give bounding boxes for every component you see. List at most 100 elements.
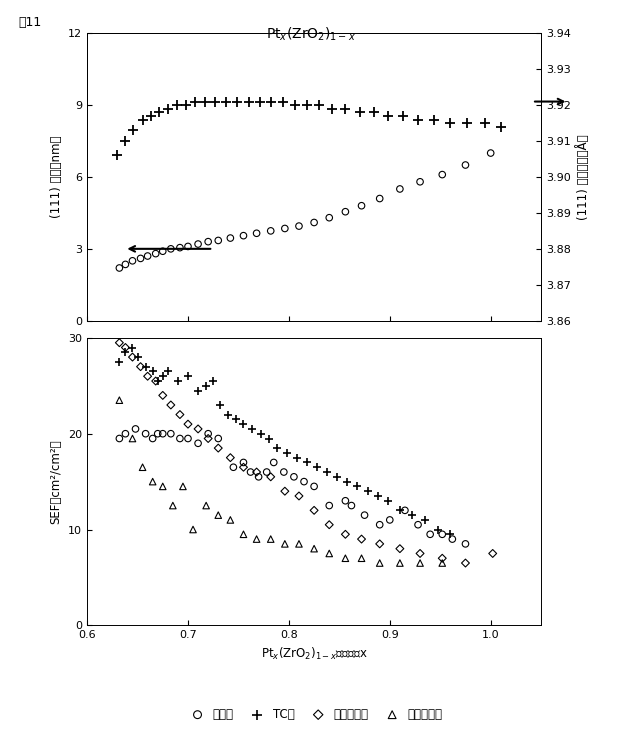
TC後 (215, 399, 225, 411)
耗性試験前 (225, 451, 235, 463)
Point (383, 110, 392, 122)
初期値 (299, 476, 309, 488)
Point (445, 117, 455, 129)
Point (278, 95, 288, 107)
耗性試験後 (168, 500, 178, 511)
TC後 (121, 346, 131, 358)
耗性試験前 (175, 408, 185, 420)
Text: 図11: 図11 (19, 16, 42, 30)
Point (460, 159, 470, 171)
Y-axis label: SEF（cm²/cm²）: SEF（cm²/cm²） (50, 440, 63, 524)
Point (309, 217, 319, 229)
Point (200, 95, 210, 107)
初期値 (413, 519, 423, 531)
TC後 (114, 356, 124, 368)
初期値 (385, 514, 395, 526)
Point (142, 250, 152, 262)
耗性試験前 (166, 399, 176, 411)
耗性試験前 (374, 538, 384, 550)
耗性試験後 (147, 476, 157, 488)
Point (369, 107, 379, 118)
耗性試験後 (294, 538, 304, 550)
TC後 (292, 451, 302, 463)
Point (137, 114, 147, 126)
Point (175, 242, 185, 254)
耗性試験前 (415, 548, 425, 559)
耗性試験後 (238, 528, 248, 540)
Point (327, 103, 337, 115)
Point (121, 258, 131, 270)
Point (158, 245, 168, 257)
耗性試験後 (395, 557, 405, 569)
Point (129, 124, 139, 136)
耗性試験後 (340, 552, 350, 564)
TC後 (434, 524, 443, 536)
初期値 (175, 433, 185, 445)
TC後 (264, 433, 274, 445)
Point (340, 206, 350, 218)
TC後 (238, 418, 248, 430)
Point (190, 95, 200, 107)
耗性試験後 (201, 500, 211, 511)
耗性試験前 (356, 533, 366, 545)
TC後 (193, 385, 203, 397)
Point (213, 235, 223, 246)
Point (244, 95, 254, 107)
Point (146, 110, 156, 122)
Point (238, 229, 248, 241)
耗性試験前 (309, 505, 319, 517)
TC後 (231, 414, 241, 425)
耗性試験前 (324, 519, 334, 531)
TC後 (302, 457, 312, 468)
Point (356, 200, 366, 212)
耗性試験後 (128, 433, 137, 445)
耗性試験後 (252, 533, 262, 545)
Point (280, 223, 290, 235)
TC後 (407, 509, 417, 521)
Point (496, 121, 506, 132)
Point (413, 114, 423, 126)
初期値 (153, 428, 163, 440)
耗性試験前 (266, 471, 276, 482)
Point (266, 225, 276, 237)
Point (203, 236, 213, 248)
耗性試験前 (280, 485, 290, 497)
Point (486, 147, 496, 159)
初期値 (374, 519, 384, 531)
耗性試験前 (488, 548, 498, 559)
Point (225, 232, 235, 244)
Point (193, 238, 203, 250)
初期値 (346, 500, 356, 511)
耗性試験前 (121, 342, 131, 354)
TC後 (373, 490, 383, 502)
Point (181, 99, 191, 111)
Point (437, 169, 447, 181)
耗性試験前 (193, 423, 203, 435)
TC後 (383, 495, 392, 507)
耗性試験後 (266, 533, 276, 545)
Point (355, 107, 364, 118)
初期値 (213, 433, 223, 445)
TC後 (147, 366, 157, 377)
耗性試験後 (188, 524, 198, 536)
Point (166, 243, 176, 255)
Point (210, 95, 220, 107)
TC後 (282, 447, 292, 459)
耗性試験後 (225, 514, 235, 526)
Point (324, 212, 334, 223)
初期値 (254, 471, 264, 482)
初期値 (166, 428, 176, 440)
初期値 (262, 466, 272, 478)
耗性試験前 (395, 542, 405, 554)
耗性試験前 (142, 370, 152, 382)
耗性試験後 (114, 394, 124, 406)
初期値 (309, 480, 319, 492)
初期値 (460, 538, 470, 550)
Point (172, 99, 182, 111)
TC後 (141, 360, 151, 372)
耗性試験後 (158, 480, 168, 492)
TC後 (173, 375, 183, 387)
Point (252, 227, 262, 239)
耗性試験前 (151, 375, 160, 387)
TC後 (353, 480, 363, 492)
